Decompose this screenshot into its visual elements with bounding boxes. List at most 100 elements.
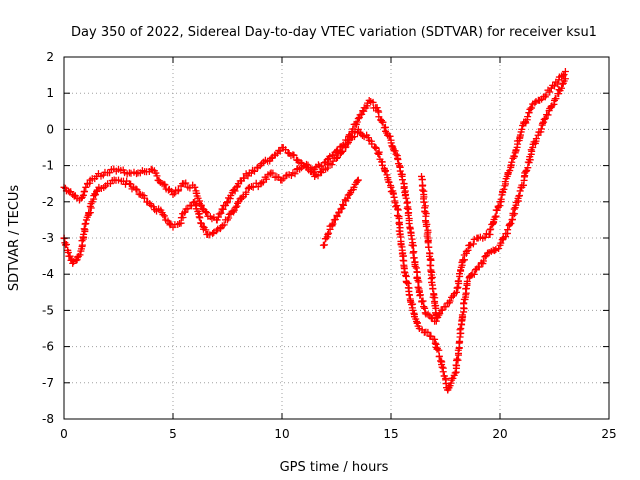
x-tick-label: 10	[274, 427, 289, 441]
data-point	[431, 339, 439, 347]
data-point	[558, 84, 566, 92]
data-point	[337, 148, 345, 156]
x-tick-label: 5	[169, 427, 177, 441]
data-point	[153, 172, 161, 180]
data-point	[398, 176, 406, 184]
data-point	[191, 183, 199, 191]
data-point	[333, 154, 340, 162]
data-point	[328, 161, 336, 169]
data-point	[340, 201, 348, 209]
data-point	[385, 178, 393, 186]
data-point	[435, 352, 443, 360]
y-tick-label: -7	[42, 376, 54, 390]
data-point	[132, 185, 140, 193]
data-point	[267, 154, 275, 162]
data-point	[290, 151, 298, 159]
data-point	[510, 153, 518, 161]
data-point	[133, 186, 141, 194]
data-point	[463, 277, 471, 285]
y-tick-label: 0	[46, 122, 54, 136]
data-point	[506, 167, 514, 175]
data-points	[60, 67, 569, 394]
data-point	[495, 244, 503, 252]
data-point	[147, 165, 155, 173]
data-point	[404, 211, 412, 219]
series-short-track-1	[319, 176, 362, 249]
data-point	[217, 209, 225, 217]
data-point	[425, 243, 433, 251]
series-short-track-2	[418, 172, 441, 322]
data-point	[72, 256, 80, 264]
data-point	[525, 109, 533, 117]
data-point	[518, 125, 526, 133]
data-point	[453, 355, 461, 363]
data-point	[409, 242, 417, 250]
data-point	[433, 314, 441, 322]
data-point	[202, 226, 210, 234]
x-axis-label: GPS time / hours	[280, 460, 389, 475]
data-point	[559, 80, 567, 88]
data-point	[424, 328, 432, 336]
data-point	[374, 149, 382, 157]
data-point	[181, 208, 189, 216]
data-point	[393, 202, 401, 210]
y-tick-label: -1	[42, 159, 54, 173]
data-point	[169, 191, 177, 199]
data-point	[432, 310, 440, 318]
data-point	[452, 288, 460, 296]
data-point	[133, 170, 141, 178]
y-tick-label: -2	[42, 195, 54, 209]
data-point	[213, 227, 221, 235]
data-point	[391, 147, 399, 155]
data-point	[442, 303, 450, 311]
data-point	[343, 140, 351, 148]
data-point	[333, 212, 341, 220]
data-point	[314, 161, 322, 169]
data-point	[469, 240, 477, 248]
data-point	[373, 104, 381, 112]
data-point	[249, 183, 257, 191]
data-point	[399, 256, 407, 264]
data-point	[508, 158, 516, 166]
data-point	[320, 159, 328, 167]
data-point	[202, 208, 210, 216]
data-point	[497, 239, 505, 247]
data-point	[276, 147, 284, 155]
data-point	[343, 194, 351, 202]
data-point	[238, 194, 246, 202]
data-point	[470, 270, 478, 278]
data-point	[234, 199, 242, 207]
data-point	[390, 193, 398, 201]
data-point	[214, 213, 222, 221]
data-point	[491, 247, 499, 255]
data-point	[510, 205, 518, 213]
data-point	[439, 368, 447, 376]
y-tick-label: -8	[42, 412, 54, 426]
data-point	[435, 346, 443, 354]
data-point	[481, 253, 489, 261]
data-point	[354, 176, 362, 184]
data-point	[225, 214, 233, 222]
chart-title: Day 350 of 2022, Sidereal Day-to-day VTE…	[71, 25, 597, 40]
data-point	[504, 226, 512, 234]
data-point	[528, 104, 536, 112]
data-point	[269, 169, 277, 177]
y-tick-label: -4	[42, 267, 54, 281]
data-point	[456, 326, 464, 334]
data-point	[531, 99, 539, 107]
data-point	[524, 113, 532, 121]
data-point	[537, 125, 545, 133]
data-point	[539, 119, 547, 127]
data-point	[542, 91, 550, 99]
data-point	[242, 188, 250, 196]
data-point	[324, 230, 332, 238]
data-point	[354, 115, 362, 123]
data-point	[74, 252, 82, 260]
data-point	[338, 204, 346, 212]
data-point	[175, 186, 183, 194]
data-point	[161, 181, 169, 189]
series-band-b	[60, 75, 569, 394]
data-point	[220, 221, 228, 229]
